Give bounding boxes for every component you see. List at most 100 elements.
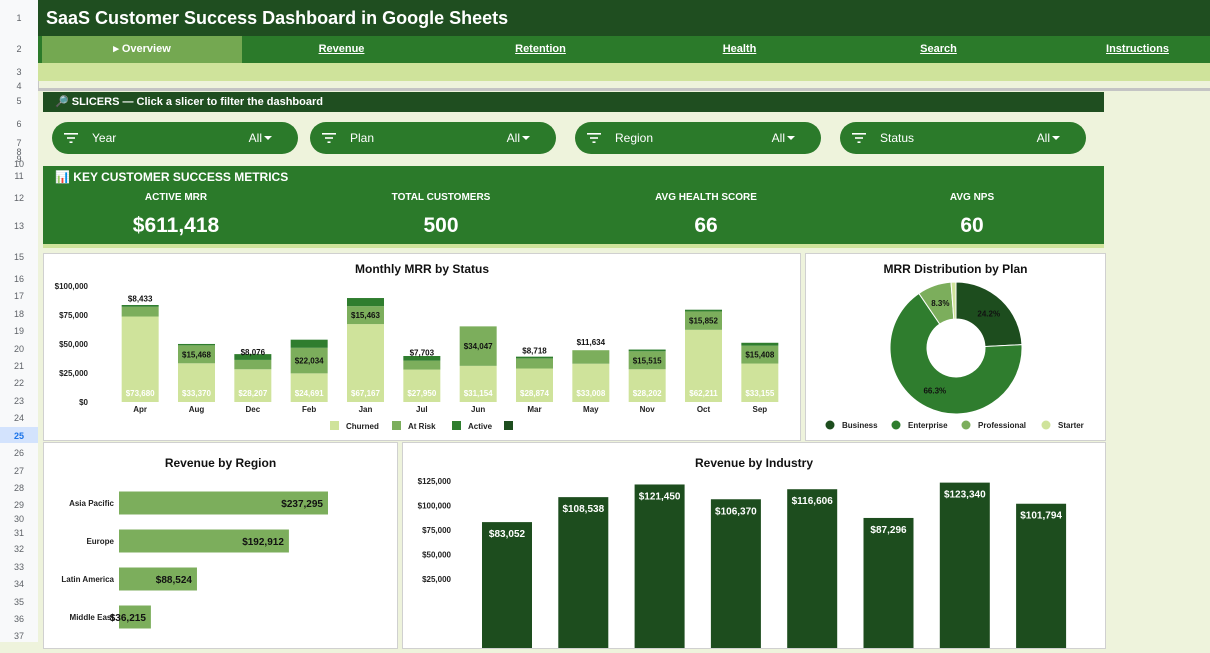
row-number[interactable]: 35 [13,597,24,607]
chart-monthly-mrr[interactable]: Monthly MRR by Status $0 $25,000 $50,000 $7… [43,253,801,441]
industry-bar [1016,503,1067,648]
row-number[interactable]: 4 [16,81,22,91]
row-number[interactable]: 11 [14,171,24,181]
filter-icon [64,133,78,143]
row-number[interactable]: 26 [13,448,24,458]
bar-segment-churned [234,354,272,360]
row-number[interactable]: 5 [16,96,22,106]
data-label-at-risk: $15,852 [689,317,718,326]
row-number[interactable]: 20 [13,344,24,354]
value-label: $87,296 [870,525,907,536]
caret-down-icon [787,136,795,140]
bar-segment-at-risk [741,345,779,364]
legend-label: Churned [346,422,379,431]
bar-segment-active [459,365,497,402]
tab-instructions[interactable]: Instructions [1106,43,1169,55]
row-number[interactable]: 2 [16,44,22,54]
data-label-active: $33,155 [745,389,774,398]
bar-segment-at-risk [628,351,666,370]
slicer-region[interactable]: Region All [575,122,821,154]
slicer-year[interactable]: Year All [52,122,298,154]
tab-health[interactable]: Health [722,43,757,55]
row-number[interactable]: 25 [0,427,38,443]
row-number[interactable]: 13 [13,221,24,231]
industry-bar [558,497,609,648]
bar-segment-active [403,369,441,402]
tab-retention[interactable]: Retention [515,43,566,55]
row-number[interactable]: 32 [13,544,24,554]
bar-segment-at-risk [572,350,610,364]
row-number[interactable]: 16 [13,274,24,284]
row-number[interactable]: 18 [13,309,24,319]
row-number[interactable]: 6 [16,119,22,129]
data-label-active: $28,202 [633,389,662,398]
slicer-plan[interactable]: Plan All [310,122,556,154]
x-tick-label: Jun [471,405,485,414]
chart-revenue-by-region[interactable]: Revenue by Region Asia Pacific $237,295 Eu… [43,442,398,649]
row-number[interactable]: 8 [16,147,22,157]
slicer-label: Plan [350,131,375,145]
slicer-status[interactable]: Status All [840,122,1086,154]
legend-label: Active [468,422,493,431]
bar-segment-active [234,369,272,402]
caret-down-icon [522,136,530,140]
legend-swatch [504,421,513,430]
category-label: Europe [86,537,114,546]
row-number[interactable]: 33 [13,562,24,572]
monthly-mrr-chart-svg: $0 $25,000 $50,000 $75,000 $100,000 $73,680 $8… [55,282,779,431]
y-tick-label: $125,000 [418,477,452,486]
chart-revenue-by-industry[interactable]: Revenue by Industry $25,000 $50,000 $75,00… [402,442,1106,649]
row-number[interactable]: 7 [16,138,22,148]
row-number[interactable]: 10 [13,159,24,169]
row-number[interactable]: 19 [13,326,24,336]
data-label-active: $24,691 [295,389,324,398]
chart-mrr-by-plan[interactable]: MRR Distribution by Plan 24.2% 66.3% 8.3% B… [805,253,1106,441]
row-number[interactable]: 21 [13,361,24,371]
row-number[interactable]: 17 [13,291,24,301]
nav-bar: ▸ Overview Revenue Retention Health Sear… [38,36,1210,63]
x-tick-label: Jul [416,405,428,414]
industry-bar [787,489,838,648]
row-number[interactable]: 28 [13,483,24,493]
region-bar [119,491,328,515]
filter-icon [322,133,336,143]
row-number[interactable]: 12 [13,193,24,203]
row-number[interactable]: 24 [13,413,24,423]
bar-segment-active [121,316,159,402]
row-number[interactable]: 9 [16,154,22,164]
row-number[interactable]: 23 [13,396,24,406]
frozen-row-divider[interactable] [38,88,1210,91]
legend-label: Business [842,421,878,430]
row-number[interactable]: 3 [16,67,22,77]
title-bar: SaaS Customer Success Dashboard in Googl… [38,0,1210,36]
bar-segment-churned [403,356,441,361]
row-number[interactable]: 30 [13,514,24,524]
row-number[interactable]: 22 [13,378,24,388]
y-tick-label: $25,000 [422,575,451,584]
row-number[interactable]: 31 [13,528,24,538]
filter-icon [852,133,866,143]
data-label-active: $33,370 [182,389,211,398]
tab-revenue[interactable]: Revenue [318,43,365,55]
tab-overview[interactable]: ▸ Overview [42,36,242,63]
donut-slice-enterprise [889,292,1023,415]
legend-label: Enterprise [908,421,948,430]
bar-segment-churned [516,356,553,359]
legend-dot [825,420,835,430]
row-number[interactable]: 29 [13,500,24,510]
y-tick-label: $100,000 [418,502,452,511]
value-label: $192,912 [242,537,284,548]
row-number[interactable]: 27 [13,466,24,476]
row-number[interactable]: 36 [13,614,24,624]
legend-label: At Risk [408,422,436,431]
row-number[interactable]: 37 [13,631,24,641]
row-number[interactable]: 1 [16,13,22,23]
bar-segment-active [741,363,779,402]
row-number[interactable]: 15 [13,252,24,262]
bar-segment-at-risk [290,347,328,374]
bar-segment-at-risk [178,345,215,364]
tab-search[interactable]: Search [920,43,957,55]
bar-segment-at-risk [403,360,441,370]
row-number[interactable]: 34 [13,579,24,589]
data-label-at-risk: $8,718 [522,346,547,355]
